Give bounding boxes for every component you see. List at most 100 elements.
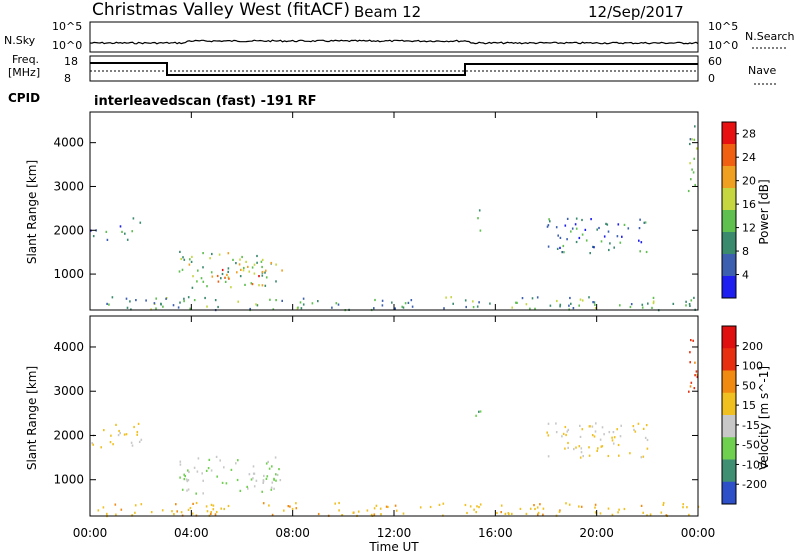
heatmap-cell (478, 301, 480, 304)
velocity-y-ticks: 1000 2000 3000 4000 (53, 340, 698, 487)
heatmap-cell (187, 479, 190, 482)
heatmap-cell (265, 269, 267, 272)
heatmap-cell (275, 263, 277, 266)
heatmap-cell (106, 302, 108, 305)
heatmap-cell (317, 300, 319, 303)
heatmap-cell (160, 303, 162, 306)
colorbar-tick-label: -50 (742, 439, 760, 452)
heatmap-cell (401, 305, 403, 308)
heatmap-cell (596, 449, 598, 452)
colorbar-tick-label: -15 (742, 419, 760, 432)
heatmap-cell (612, 431, 615, 434)
heatmap-cell (205, 505, 208, 508)
heatmap-cell (380, 513, 382, 516)
heatmap-cell (600, 240, 603, 243)
heatmap-cell (140, 438, 143, 441)
heatmap-cell (567, 428, 570, 431)
heatmap-cell (652, 300, 655, 303)
heatmap-cell (155, 297, 157, 300)
colorbar-frame (721, 121, 737, 299)
heatmap-cell (202, 266, 204, 269)
heatmap-cell (561, 435, 563, 438)
heatmap-cell (549, 304, 552, 307)
heatmap-cell (211, 275, 214, 278)
heatmap-cell (235, 262, 237, 265)
nave-label: Nave (748, 64, 776, 77)
heatmap-cell (682, 503, 684, 506)
heatmap-cell (179, 460, 182, 463)
heatmap-cell (189, 506, 192, 510)
heatmap-cell (274, 456, 277, 459)
heatmap-cell (639, 218, 641, 221)
heatmap-cell (559, 509, 561, 512)
heatmap-cell (555, 422, 557, 425)
heatmap-cell (690, 178, 692, 181)
heatmap-cell (692, 339, 694, 342)
heatmap-cell (273, 477, 275, 480)
heatmap-cell (660, 511, 663, 514)
heatmap-cell (689, 142, 691, 146)
heatmap-cell (690, 381, 693, 384)
velocity-colorbar-label: Velocity [m s^-1] (757, 366, 771, 470)
heatmap-cell (91, 442, 93, 445)
heatmap-cell (232, 258, 234, 261)
heatmap-cell (566, 238, 568, 241)
y-tick-label: 2000 (53, 223, 84, 237)
heatmap-cell (642, 455, 645, 458)
heatmap-cell (114, 503, 117, 506)
heatmap-cell (429, 505, 432, 509)
heatmap-cell (612, 442, 615, 445)
heatmap-cell (100, 446, 102, 449)
heatmap-cell (243, 266, 245, 270)
heatmap-cell (559, 305, 561, 308)
heatmap-cell (239, 489, 242, 492)
heatmap-cell (210, 469, 213, 472)
heatmap-cell (124, 232, 126, 235)
station-title: Christmas Valley West (fitACF) (92, 0, 350, 20)
heatmap-cell (276, 473, 279, 477)
heatmap-cell (97, 509, 100, 512)
heatmap-cell (687, 189, 690, 193)
heatmap-cell (202, 252, 204, 255)
velocity-panel-frame (89, 315, 699, 517)
heatmap-cell (227, 276, 230, 279)
colorbar-swatch (722, 188, 736, 211)
heatmap-cell (581, 299, 584, 302)
heatmap-cell (106, 512, 108, 515)
heatmap-cell (581, 218, 583, 222)
x-axis-label: Time UT (368, 540, 419, 554)
heatmap-cell (125, 297, 128, 300)
heatmap-cell (223, 466, 225, 469)
heatmap-cell (616, 235, 619, 238)
heatmap-cell (338, 509, 340, 512)
heatmap-cell (611, 439, 614, 442)
colorbar-tick-label: 28 (742, 128, 756, 141)
heatmap-cell (578, 304, 580, 307)
heatmap-cell (136, 430, 139, 434)
heatmap-cell (184, 475, 186, 478)
heatmap-cell (555, 431, 558, 434)
y-tick-label: 3000 (53, 179, 84, 193)
heatmap-cell (511, 306, 513, 309)
heatmap-cell (579, 456, 582, 459)
heatmap-cell (102, 506, 105, 509)
heatmap-cell (581, 233, 584, 236)
heatmap-cell (187, 469, 189, 472)
heatmap-cell (419, 506, 422, 509)
heatmap-cell (443, 307, 445, 310)
colorbar-swatch (722, 348, 736, 371)
heatmap-cell (183, 258, 186, 261)
heatmap-cell (575, 240, 578, 244)
heatmap-cell (593, 246, 595, 249)
heatmap-cell (181, 268, 184, 271)
nave-tick-top: 60 (708, 55, 722, 68)
heatmap-cell (689, 304, 691, 307)
heatmap-cell (644, 221, 647, 224)
heatmap-cell (172, 304, 175, 307)
heatmap-cell (138, 440, 141, 443)
heatmap-cell (206, 305, 208, 308)
heatmap-cell (366, 509, 369, 512)
colorbar-swatch (722, 370, 736, 394)
heatmap-cell (244, 283, 246, 286)
heatmap-cell (564, 425, 567, 429)
